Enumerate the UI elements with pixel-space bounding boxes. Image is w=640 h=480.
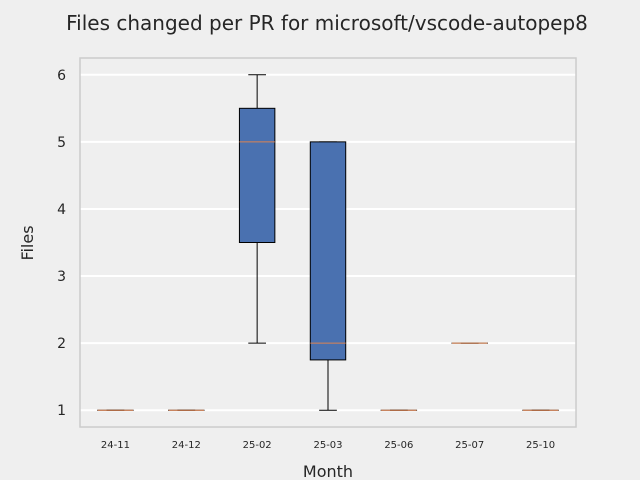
y-axis-label: Files bbox=[18, 225, 37, 260]
plot-frame bbox=[79, 57, 577, 428]
x-tick-label: 24-11 bbox=[101, 440, 130, 451]
x-tick-label: 25-07 bbox=[455, 440, 484, 451]
plot-area: 1 2 3 4 5 6 24-11 24-12 25-02 25-03 25-06 25-07 25-1… bbox=[57, 57, 577, 451]
y-tick-label: 2 bbox=[57, 336, 66, 352]
x-tick-label: 25-06 bbox=[384, 440, 413, 451]
y-tick-label: 5 bbox=[57, 135, 66, 151]
x-tick-label: 25-10 bbox=[526, 440, 555, 451]
x-axis-label: Month bbox=[303, 462, 353, 480]
y-tick-label: 3 bbox=[57, 269, 66, 285]
box-25-02 bbox=[238, 107, 276, 244]
chart-title: Files changed per PR for microsoft/vscod… bbox=[66, 11, 588, 35]
x-tick-label: 24-12 bbox=[172, 440, 201, 451]
x-tick-label: 25-02 bbox=[243, 440, 272, 451]
y-tick-label: 6 bbox=[57, 68, 66, 84]
x-tick-label: 25-03 bbox=[313, 440, 342, 451]
y-tick-label: 4 bbox=[57, 202, 66, 218]
y-tick-label: 1 bbox=[57, 403, 66, 419]
box-25-03 bbox=[309, 141, 347, 361]
